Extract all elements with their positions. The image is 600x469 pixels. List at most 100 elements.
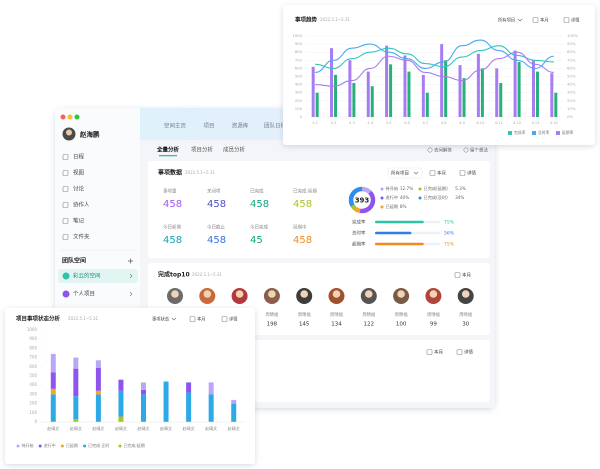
person-name: 周晴福 bbox=[427, 311, 441, 318]
window-control bbox=[74, 114, 80, 120]
menu-item[interactable]: 讨论 bbox=[73, 185, 85, 193]
detail[interactable]: 详情 bbox=[467, 170, 476, 177]
bar-segment bbox=[73, 419, 79, 422]
y2-tick-label: 90% bbox=[567, 41, 576, 46]
menu-item[interactable]: 文件夹 bbox=[73, 233, 90, 241]
bar-segment bbox=[95, 360, 101, 368]
y-tick-label: 900 bbox=[29, 336, 37, 341]
stat-label: 今日截止 bbox=[207, 224, 225, 231]
y-tick-label: 600 bbox=[29, 364, 37, 369]
avatar-face bbox=[397, 290, 405, 298]
icon bbox=[459, 170, 466, 176]
bar bbox=[462, 78, 466, 117]
filter[interactable]: 所有项目 bbox=[498, 17, 515, 24]
menu-item[interactable]: 视图 bbox=[73, 169, 85, 177]
space-item[interactable]: 个人项目 bbox=[73, 291, 95, 298]
x-tick-label: 4.3 bbox=[349, 121, 355, 125]
rate-label: 75% bbox=[444, 220, 455, 226]
chevron bbox=[129, 291, 133, 297]
detail[interactable]: 详情 bbox=[571, 17, 580, 24]
donut-total: 393 bbox=[355, 197, 370, 205]
bar bbox=[407, 71, 411, 117]
y2-tick-label: 50% bbox=[567, 74, 576, 79]
y-tick-label: 400 bbox=[295, 82, 303, 87]
detail[interactable]: 详情 bbox=[464, 349, 473, 356]
sub-tab[interactable]: 项目分析 bbox=[191, 146, 214, 154]
link[interactable]: 去问解答 bbox=[434, 147, 452, 154]
tab[interactable]: 团队日程 bbox=[264, 122, 287, 130]
bar-segment bbox=[141, 382, 146, 390]
period[interactable]: 本月 bbox=[540, 17, 549, 24]
y-tick-label: 600 bbox=[295, 65, 303, 70]
bar-segment bbox=[95, 367, 101, 391]
menu-item[interactable]: 日程 bbox=[73, 153, 85, 161]
space-item[interactable]: 彩云的空间 bbox=[73, 272, 101, 280]
chart-title: 事项趋势 bbox=[295, 16, 318, 24]
x-tick-label: 4.9 bbox=[459, 121, 465, 125]
link[interactable]: 留个想法 bbox=[470, 147, 488, 154]
stat-value: 458 bbox=[250, 199, 269, 210]
x-tick-label: 4.8 bbox=[441, 121, 447, 125]
stat-value: 458 bbox=[293, 235, 312, 246]
caret bbox=[171, 317, 177, 321]
y2-tick-label: 70% bbox=[567, 57, 576, 62]
person-count: 198 bbox=[267, 322, 278, 328]
legend-dot bbox=[83, 444, 87, 448]
stat-value: 45 bbox=[250, 235, 263, 246]
stat-label: 事项量 bbox=[163, 188, 177, 195]
bar bbox=[495, 68, 499, 117]
bar-segment bbox=[231, 403, 237, 422]
chart-subtitle: 2022.5.1~5.31 bbox=[320, 17, 351, 22]
bar bbox=[554, 92, 558, 117]
tab[interactable]: 空间主页 bbox=[164, 122, 187, 130]
icon bbox=[429, 170, 436, 176]
legend-label: 已延期 bbox=[66, 442, 78, 448]
tab[interactable]: 项目 bbox=[203, 123, 214, 130]
period[interactable]: 本月 bbox=[434, 349, 443, 356]
x-tick-label: 4.4 bbox=[367, 121, 373, 125]
menu-item[interactable]: 协作人 bbox=[73, 201, 90, 209]
bar bbox=[531, 60, 535, 117]
bar-segment bbox=[208, 382, 214, 395]
legend-dot bbox=[118, 444, 122, 448]
user-name: 赵海鹏 bbox=[79, 130, 100, 139]
avatar-face bbox=[235, 290, 244, 298]
bar-segment bbox=[186, 382, 192, 393]
legend-dot bbox=[38, 444, 42, 448]
y2-tick-label: 0% bbox=[567, 114, 573, 119]
card-title: 完成top10 bbox=[157, 271, 190, 279]
person-name: 周晴福 bbox=[265, 311, 279, 318]
caret bbox=[517, 18, 523, 22]
y-tick-label: 900 bbox=[295, 41, 303, 46]
bar-segment bbox=[50, 372, 56, 389]
detail[interactable]: 详情 bbox=[229, 316, 238, 323]
legend-value: 12.7% bbox=[400, 186, 413, 191]
stat-label: 今日新增 bbox=[163, 224, 181, 231]
bar bbox=[389, 64, 393, 117]
person-count: 145 bbox=[299, 322, 310, 328]
person-count: 134 bbox=[331, 322, 342, 328]
bar bbox=[403, 55, 407, 117]
tab[interactable]: 资源库 bbox=[232, 122, 249, 130]
y-tick-label: 200 bbox=[295, 98, 303, 103]
menu-item[interactable]: 笔记 bbox=[73, 217, 85, 225]
icon bbox=[62, 234, 69, 240]
icon bbox=[426, 349, 433, 355]
period[interactable]: 本月 bbox=[462, 272, 471, 279]
add-icon bbox=[128, 258, 133, 264]
bar bbox=[513, 50, 517, 117]
stat-label: 已完成·延期 bbox=[293, 188, 317, 195]
bar-segment bbox=[50, 394, 56, 422]
sub-tab[interactable]: 成员分析 bbox=[223, 146, 246, 154]
filter[interactable]: 事项状态 bbox=[152, 316, 170, 323]
x-tick-label: 赵晴文 bbox=[183, 425, 195, 431]
filter[interactable]: 所有项目 bbox=[391, 170, 409, 177]
person-count: 122 bbox=[364, 322, 375, 328]
period[interactable]: 本月 bbox=[437, 170, 446, 177]
sub-tab[interactable]: 全量分析 bbox=[156, 146, 180, 154]
legend-label: 延期率 bbox=[562, 130, 574, 135]
period[interactable]: 本月 bbox=[197, 316, 206, 323]
rate-bar bbox=[375, 242, 424, 246]
rate-bar bbox=[375, 220, 424, 224]
